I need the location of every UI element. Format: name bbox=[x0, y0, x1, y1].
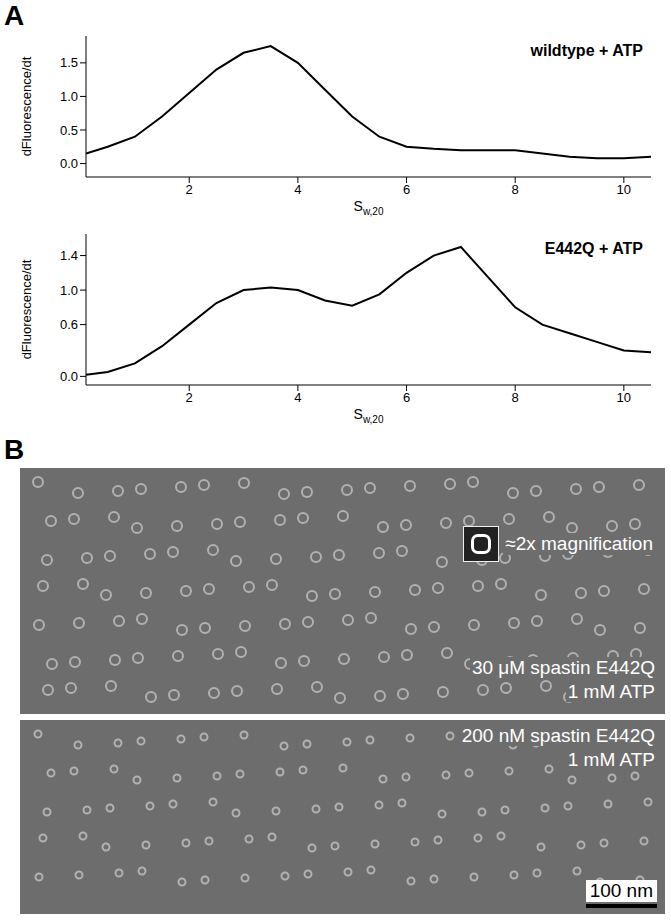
svg-text:1.4: 1.4 bbox=[60, 248, 78, 263]
svg-text:1.0: 1.0 bbox=[60, 283, 78, 298]
svg-text:Sw,20: Sw,20 bbox=[354, 406, 384, 425]
html-text:B: B bbox=[4, 434, 25, 465]
html-text:1 mM ATP: 1 mM ATP bbox=[567, 749, 655, 770]
html-text:1 mM ATP: 1 mM ATP bbox=[567, 681, 655, 702]
svg-text:2: 2 bbox=[186, 390, 193, 405]
svg-text:0.5: 0.5 bbox=[60, 123, 78, 138]
svg-text:dFluorescence/dt: dFluorescence/dt bbox=[20, 259, 34, 359]
html-text:100 nm: 100 nm bbox=[589, 880, 653, 901]
svg-text:0.6: 0.6 bbox=[60, 317, 78, 332]
svg-text:10: 10 bbox=[617, 182, 631, 197]
svg-text:6: 6 bbox=[403, 182, 410, 197]
svg-text:1.0: 1.0 bbox=[60, 89, 78, 104]
svg-text:10: 10 bbox=[617, 390, 631, 405]
svg-text:4: 4 bbox=[294, 390, 301, 405]
svg-text:4: 4 bbox=[294, 182, 301, 197]
svg-text:dFluorescence/dt: dFluorescence/dt bbox=[20, 56, 34, 156]
svg-text:8: 8 bbox=[512, 182, 519, 197]
svg-text:2: 2 bbox=[186, 182, 193, 197]
svg-text:0.0: 0.0 bbox=[60, 156, 78, 171]
svg-text:Sw,20: Sw,20 bbox=[354, 198, 384, 217]
html-text:A: A bbox=[4, 0, 25, 31]
html-text:wildtype + ATP: wildtype + ATP bbox=[530, 42, 643, 59]
html-text:30 μM spastin E442Q: 30 μM spastin E442Q bbox=[471, 657, 655, 678]
svg-text:1.5: 1.5 bbox=[60, 55, 78, 70]
html-text:≈2x magnification: ≈2x magnification bbox=[505, 533, 653, 554]
html-text:E442Q + ATP: E442Q + ATP bbox=[544, 240, 643, 257]
svg-text:6: 6 bbox=[403, 390, 410, 405]
svg-text:8: 8 bbox=[512, 390, 519, 405]
html-text:200 nM spastin E442Q: 200 nM spastin E442Q bbox=[461, 725, 655, 746]
svg-text:0.0: 0.0 bbox=[60, 369, 78, 384]
